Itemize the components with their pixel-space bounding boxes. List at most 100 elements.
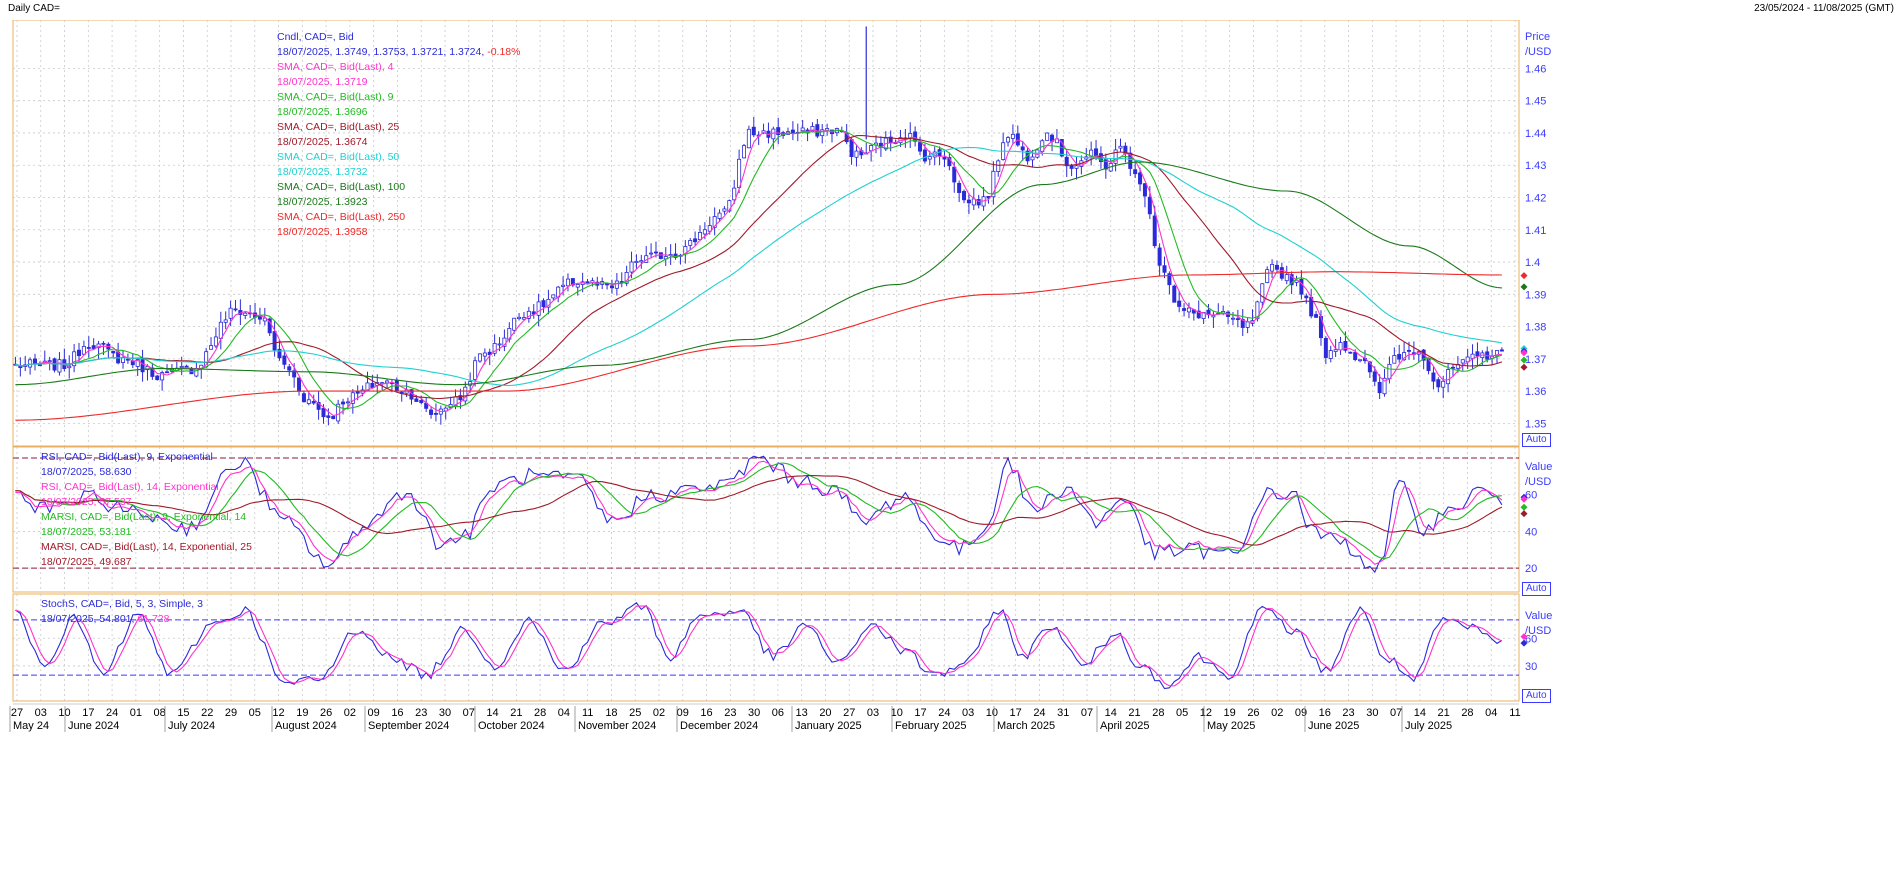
candle-body [1397, 353, 1402, 360]
candle-body [1338, 342, 1343, 351]
candle-body [1284, 274, 1289, 282]
price-auto-button[interactable]: Auto [1522, 433, 1551, 447]
candle [1358, 359, 1363, 363]
candle [135, 358, 140, 376]
x-day-label: 14 [1414, 707, 1426, 719]
candle-body [468, 381, 473, 386]
price-last-marker [1520, 363, 1528, 371]
candle-body [1323, 337, 1328, 358]
candle-body [262, 317, 267, 322]
candle-body [1186, 307, 1191, 313]
x-day-label: 23 [724, 707, 736, 719]
x-day-label: 07 [1081, 707, 1093, 719]
price-last-marker [1520, 283, 1528, 291]
legend-sma250-l1: SMA, CAD=, Bid(Last), 250 [277, 211, 406, 223]
chart-canvas[interactable]: 1.35 1.36 1.37 1.38 1.39 1.4 1.41 1.42 1.43 1.44 1… [0, 20, 1898, 889]
rsi_axis-tick-label: 40 [1525, 526, 1537, 538]
sma250-line [15, 271, 1502, 421]
candle-body [1353, 352, 1358, 361]
candle-body [1045, 132, 1050, 141]
price_axis-tick-label: 1.37 [1525, 354, 1546, 366]
candle [1372, 366, 1377, 387]
candle [741, 143, 746, 159]
candle-body [1358, 359, 1363, 362]
candle [732, 179, 737, 205]
x-day-label: 04 [558, 707, 570, 719]
candle-body [419, 400, 424, 404]
stoch-legend: StochS, CAD=, Bid, 5, 3, Simple, 3 18/07… [41, 597, 203, 627]
candle-body [28, 359, 33, 368]
candle-body [717, 212, 722, 219]
x-day-label: 11 [582, 707, 593, 719]
candle-body [1372, 371, 1377, 382]
candle [1196, 300, 1201, 319]
stoch_axis-tick-label: 60 [1525, 633, 1537, 645]
candle-body [1138, 172, 1143, 185]
rsi9-line [15, 455, 1503, 574]
candle [463, 381, 468, 405]
legend-sma100-l2: 18/07/2025, 1.3923 [277, 196, 368, 208]
candle [81, 340, 86, 356]
candle [458, 388, 463, 409]
candle-body [233, 308, 238, 311]
candle-body [272, 331, 277, 351]
legend-sma25-l1: SMA, CAD=, Bid(Last), 25 [277, 121, 400, 133]
candle [697, 225, 702, 242]
candle-body [1162, 265, 1167, 273]
rsi-auto-button[interactable]: Auto [1522, 582, 1551, 596]
candle-body [800, 127, 805, 132]
x-day-label: 20 [819, 707, 831, 719]
candle-body [47, 360, 52, 363]
candle-body [849, 139, 854, 157]
sma4-line [15, 129, 1502, 417]
candle [962, 189, 967, 204]
candle-body [1152, 215, 1157, 247]
x-day-label: 04 [1485, 707, 1497, 719]
candle [311, 394, 316, 405]
candle [1186, 302, 1191, 319]
candle [991, 161, 996, 205]
candle [1328, 345, 1333, 363]
candle-body [458, 395, 463, 401]
candle-body [1377, 381, 1382, 394]
price-axis-title-2: /USD [1525, 46, 1552, 58]
candle-body [741, 145, 746, 159]
price-axis-title-1: Price [1525, 31, 1551, 43]
candle [1475, 342, 1480, 366]
rsi_axis-tick-label: 20 [1525, 563, 1537, 575]
x-day-label: 03 [867, 707, 879, 719]
x-day-label: 26 [320, 707, 332, 719]
candle-body [336, 403, 341, 422]
candle-body [81, 345, 86, 355]
candle [429, 406, 434, 419]
candle [854, 145, 859, 167]
stoch-auto-button[interactable]: Auto [1522, 689, 1551, 703]
candle [1260, 283, 1265, 309]
candle [468, 372, 473, 393]
candle-body [1094, 148, 1099, 157]
candle-body [653, 251, 658, 254]
x-day-label: 17 [1010, 707, 1022, 719]
x-day-label: 19 [1224, 707, 1236, 719]
candle-body [609, 285, 614, 289]
stoch-axis-title-1: Value [1525, 610, 1553, 622]
candle [213, 327, 218, 349]
candle-body [976, 199, 981, 206]
stoch-last-marker [1520, 633, 1528, 641]
candle-body [619, 281, 624, 283]
candle [609, 279, 614, 294]
candle [575, 282, 580, 296]
candle-body [1475, 351, 1480, 357]
x-day-label: 24 [938, 707, 950, 719]
candle-body [1133, 169, 1138, 175]
rsi-last-marker [1520, 510, 1528, 518]
candle-body [1240, 319, 1245, 328]
candle [1436, 377, 1441, 393]
candle [341, 398, 346, 415]
candle-body [1499, 349, 1504, 352]
candle-body [854, 150, 859, 158]
candle [223, 311, 228, 330]
candle-body [155, 375, 160, 381]
x-day-label: 19 [296, 707, 308, 719]
candle [1128, 146, 1133, 176]
